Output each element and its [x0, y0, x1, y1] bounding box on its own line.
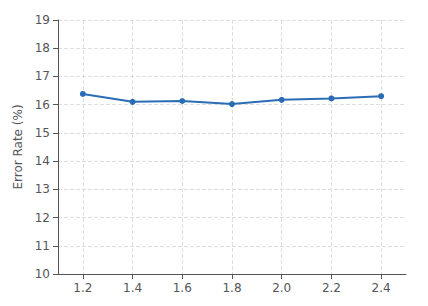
svg-text:1.8: 1.8 — [222, 281, 241, 295]
svg-text:13: 13 — [35, 182, 50, 196]
svg-text:1.4: 1.4 — [123, 281, 142, 295]
svg-text:12: 12 — [35, 211, 50, 225]
svg-text:19: 19 — [35, 13, 50, 27]
svg-text:14: 14 — [35, 154, 50, 168]
svg-text:2.2: 2.2 — [322, 281, 341, 295]
svg-text:1.6: 1.6 — [173, 281, 192, 295]
svg-text:1.2: 1.2 — [73, 281, 92, 295]
svg-text:2.0: 2.0 — [272, 281, 291, 295]
svg-text:2.4: 2.4 — [372, 281, 391, 295]
svg-text:17: 17 — [35, 69, 50, 83]
svg-text:10: 10 — [35, 267, 50, 281]
svg-text:15: 15 — [35, 126, 50, 140]
svg-text:11: 11 — [35, 239, 50, 253]
svg-text:Error Rate (%): Error Rate (%) — [11, 104, 25, 189]
svg-text:18: 18 — [35, 41, 50, 55]
svg-text:16: 16 — [35, 98, 50, 112]
